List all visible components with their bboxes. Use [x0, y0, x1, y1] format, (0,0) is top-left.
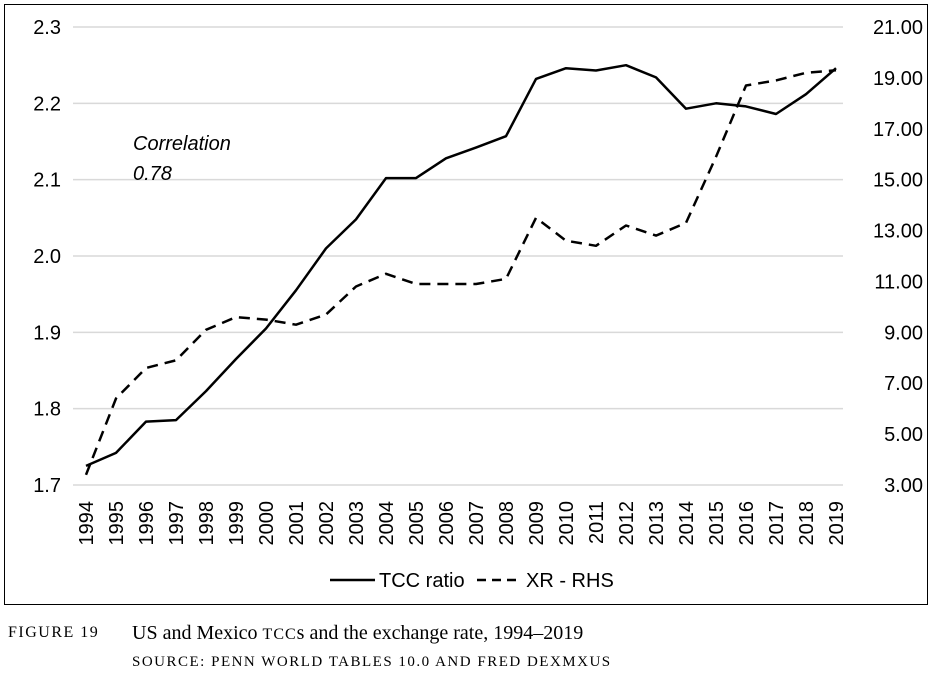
x-tick-label-2004: 2004 — [376, 501, 398, 546]
x-tick-label-2002: 2002 — [316, 501, 338, 546]
figure-title: US and Mexico TCCs and the exchange rate… — [132, 622, 583, 645]
left-tick-label-4: 2.1 — [33, 170, 61, 192]
legend-label-tcc: TCC ratio — [379, 570, 465, 592]
right-tick-label-8: 19.00 — [873, 68, 923, 90]
x-tick-label-2010: 2010 — [556, 501, 578, 546]
title-part-acronym: TCC — [262, 626, 297, 643]
x-tick-label-1999: 1999 — [226, 501, 248, 546]
x-tick-label-2006: 2006 — [436, 501, 458, 546]
x-tick-label-2003: 2003 — [346, 501, 368, 546]
x-tick-label-1994: 1994 — [76, 501, 98, 546]
left-tick-label-3: 2.0 — [33, 246, 61, 268]
x-tick-label-2008: 2008 — [496, 501, 518, 546]
line-chart: 1.7 1.8 1.9 2.0 2.1 2.2 2.3 3.00 5.00 7.00 9.00 11… — [33, 17, 923, 592]
legend: TCC ratio XR - RHS — [330, 570, 614, 592]
right-axis-ticks: 3.00 5.00 7.00 9.00 11.00 13.00 15.00 17.00 19.0… — [873, 17, 923, 497]
x-tick-label-2007: 2007 — [466, 501, 488, 546]
title-part-1: US and Mexico — [132, 622, 263, 644]
x-tick-label-2005: 2005 — [406, 501, 428, 546]
figure-label: FIGURE 19 — [8, 624, 100, 641]
left-tick-label-1: 1.8 — [33, 399, 61, 421]
left-tick-label-5: 2.2 — [33, 93, 61, 115]
x-tick-label-2019: 2019 — [826, 501, 848, 546]
right-tick-label-3: 9.00 — [884, 322, 923, 344]
left-tick-label-0: 1.7 — [33, 475, 61, 497]
right-tick-label-4: 11.00 — [874, 271, 923, 293]
gridlines — [73, 26, 843, 486]
figure-caption: FIGURE 19 US and Mexico TCCs and the exc… — [8, 622, 928, 684]
x-tick-label-2018: 2018 — [796, 501, 818, 546]
left-tick-label-6: 2.3 — [33, 17, 61, 39]
annotation-line-2: 0.78 — [133, 163, 172, 185]
x-tick-label-2011: 2011 — [586, 501, 608, 544]
right-tick-label-7: 17.00 — [873, 119, 923, 141]
right-tick-label-5: 13.00 — [873, 221, 923, 243]
series-line-xr-rhs — [84, 69, 837, 476]
x-tick-label-1995: 1995 — [106, 501, 128, 546]
right-tick-label-6: 15.00 — [873, 170, 923, 192]
x-tick-label-2012: 2012 — [616, 501, 638, 546]
x-tick-label-2000: 2000 — [256, 501, 278, 546]
right-tick-label-0: 3.00 — [884, 475, 923, 497]
right-tick-label-2: 7.00 — [884, 373, 923, 395]
correlation-annotation: Correlation 0.78 — [133, 133, 231, 185]
x-tick-label-1996: 1996 — [136, 501, 158, 546]
left-tick-label-2: 1.9 — [33, 322, 61, 344]
right-tick-label-9: 21.00 — [873, 17, 923, 39]
x-tick-label-1998: 1998 — [196, 501, 218, 546]
x-axis-ticks: 1994 1995 1996 1997 1998 1999 2000 2001 2002 2003… — [76, 501, 848, 546]
series-line-tcc-ratio — [85, 63, 837, 468]
x-tick-label-2014: 2014 — [676, 501, 698, 546]
x-tick-label-2015: 2015 — [706, 501, 728, 546]
x-tick-label-2016: 2016 — [736, 501, 758, 546]
figure-source: SOURCE: PENN WORLD TABLES 10.0 AND FRED … — [132, 654, 612, 670]
x-tick-label-2009: 2009 — [526, 501, 548, 546]
x-tick-label-1997: 1997 — [166, 501, 188, 546]
chart-frame: 1.7 1.8 1.9 2.0 2.1 2.2 2.3 3.00 5.00 7.00 9.00 11… — [4, 4, 928, 605]
x-tick-label-2013: 2013 — [646, 501, 668, 546]
series-lines — [84, 63, 837, 476]
right-tick-label-1: 5.00 — [884, 424, 923, 446]
x-tick-label-2001: 2001 — [286, 501, 308, 546]
annotation-line-1: Correlation — [133, 133, 231, 155]
x-tick-label-2017: 2017 — [766, 501, 788, 546]
left-axis-ticks: 1.7 1.8 1.9 2.0 2.1 2.2 2.3 — [33, 17, 61, 497]
title-part-2: s and the exchange rate, 1994–2019 — [296, 622, 584, 644]
legend-label-xr: XR - RHS — [526, 570, 614, 592]
